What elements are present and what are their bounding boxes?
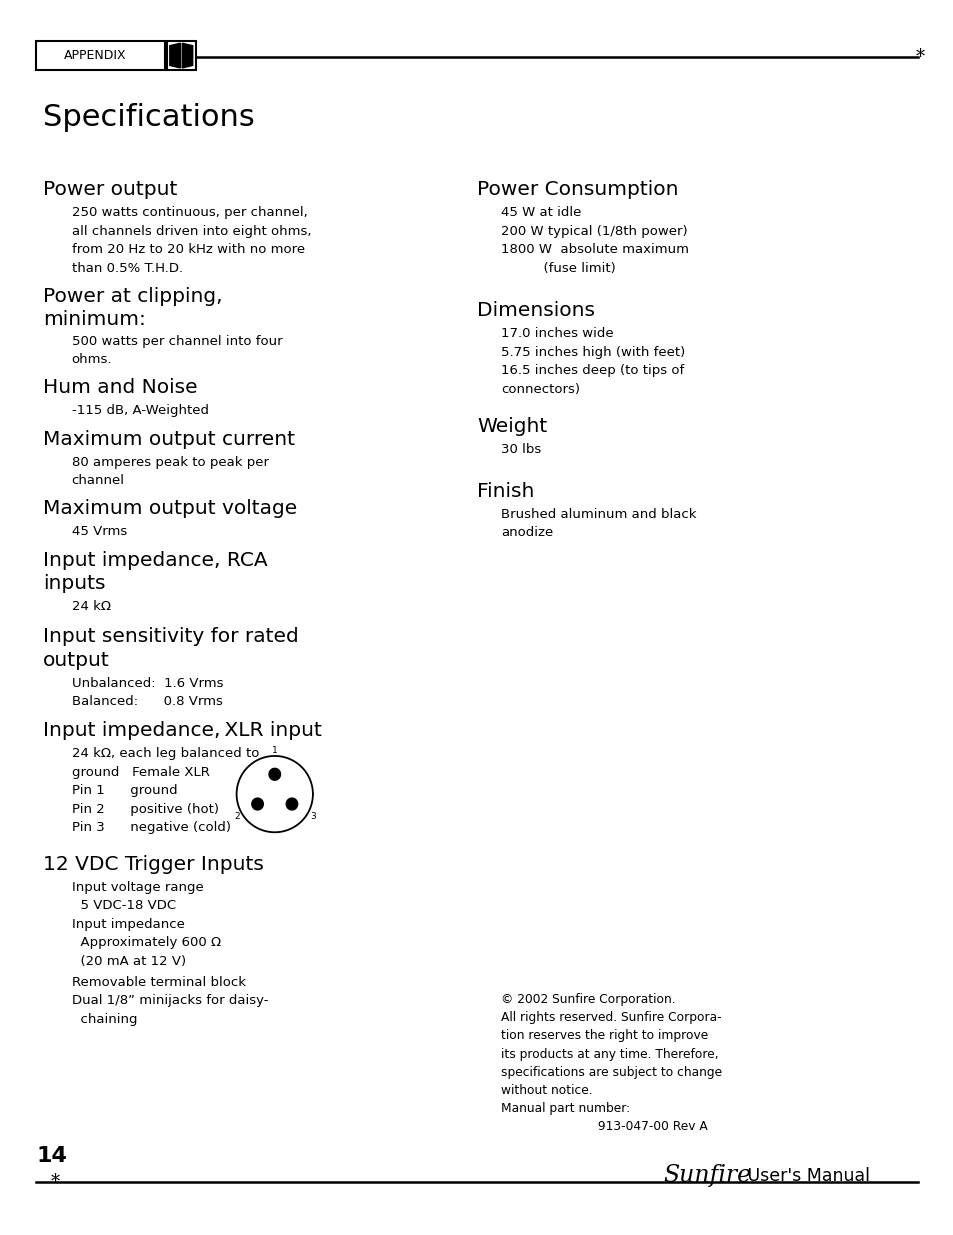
Text: Input impedance, RCA: Input impedance, RCA [43,551,267,569]
Text: 45 W at idle: 45 W at idle [500,206,580,220]
Text: 200 W typical (1/8th power): 200 W typical (1/8th power) [500,225,687,238]
Text: 80 amperes peak to peak per: 80 amperes peak to peak per [71,456,268,469]
Text: ohms.: ohms. [71,353,112,367]
Text: Finish: Finish [476,482,534,500]
Text: Power at clipping,: Power at clipping, [43,287,222,305]
Text: Input sensitivity for rated: Input sensitivity for rated [43,627,298,646]
Text: 14: 14 [36,1146,67,1166]
Text: *: * [915,48,924,65]
Text: Weight: Weight [476,417,547,436]
Text: output: output [43,651,110,669]
Text: *: * [51,1173,60,1191]
Text: APPENDIX: APPENDIX [64,49,127,62]
Text: Brushed aluminum and black: Brushed aluminum and black [500,508,696,521]
Text: 5.75 inches high (with feet): 5.75 inches high (with feet) [500,346,684,359]
Text: Input voltage range: Input voltage range [71,881,203,894]
Text: 5 VDC-18 VDC: 5 VDC-18 VDC [71,899,175,913]
Text: its products at any time. Therefore,: its products at any time. Therefore, [500,1047,718,1061]
Text: Pin 2      positive (hot): Pin 2 positive (hot) [71,803,218,816]
Text: User's Manual: User's Manual [741,1167,869,1184]
Text: Maximum output voltage: Maximum output voltage [43,499,297,517]
Text: Manual part number:: Manual part number: [500,1102,629,1115]
Text: 1: 1 [272,746,277,755]
Text: Pin 1      ground: Pin 1 ground [71,784,177,798]
Text: Sunfire: Sunfire [662,1165,750,1187]
Text: Pin 3      negative (cold): Pin 3 negative (cold) [71,821,231,835]
Text: (20 mA at 12 V): (20 mA at 12 V) [71,955,186,968]
Polygon shape [269,768,280,781]
Text: All rights reserved. Sunfire Corpora-: All rights reserved. Sunfire Corpora- [500,1011,720,1024]
Text: 45 Vrms: 45 Vrms [71,525,127,538]
Text: 913-047-00 Rev A: 913-047-00 Rev A [500,1120,707,1132]
Polygon shape [170,43,180,68]
Text: channel: channel [71,474,125,488]
Text: Power Consumption: Power Consumption [476,180,678,199]
Polygon shape [182,43,193,68]
Text: inputs: inputs [43,574,106,593]
Text: Input impedance, XLR input: Input impedance, XLR input [43,721,321,740]
Text: 2: 2 [233,811,239,820]
Text: connectors): connectors) [500,383,579,396]
Text: © 2002 Sunfire Corporation.: © 2002 Sunfire Corporation. [500,993,675,1007]
Text: 500 watts per channel into four: 500 watts per channel into four [71,335,282,348]
Text: Unbalanced:  1.6 Vrms: Unbalanced: 1.6 Vrms [71,677,223,690]
Text: chaining: chaining [71,1013,137,1026]
Text: 250 watts continuous, per channel,: 250 watts continuous, per channel, [71,206,307,220]
Polygon shape [252,798,263,810]
Text: than 0.5% T.H.D.: than 0.5% T.H.D. [71,262,182,275]
Polygon shape [286,798,297,810]
Text: (fuse limit): (fuse limit) [500,262,615,275]
Text: 3: 3 [310,811,315,820]
Text: minimum:: minimum: [43,310,146,329]
Text: Removable terminal block: Removable terminal block [71,976,245,989]
Text: Specifications: Specifications [43,103,254,131]
Text: without notice.: without notice. [500,1084,592,1098]
Text: Input impedance: Input impedance [71,918,184,931]
Text: Maximum output current: Maximum output current [43,430,294,448]
Text: ground   Female XLR: ground Female XLR [71,766,210,779]
Text: Balanced:      0.8 Vrms: Balanced: 0.8 Vrms [71,695,222,709]
Text: 1800 W  absolute maximum: 1800 W absolute maximum [500,243,688,257]
Text: Power output: Power output [43,180,177,199]
Text: 30 lbs: 30 lbs [500,443,540,457]
Text: Hum and Noise: Hum and Noise [43,378,197,396]
Text: anodize: anodize [500,526,553,540]
Text: 17.0 inches wide: 17.0 inches wide [500,327,613,341]
Text: 12 VDC Trigger Inputs: 12 VDC Trigger Inputs [43,855,264,873]
Text: -115 dB, A-Weighted: -115 dB, A-Weighted [71,404,209,417]
Bar [167,41,195,70]
Text: from 20 Hz to 20 kHz with no more: from 20 Hz to 20 kHz with no more [71,243,304,257]
Bar [36,41,165,70]
Text: tion reserves the right to improve: tion reserves the right to improve [500,1030,707,1042]
Text: 24 kΩ: 24 kΩ [71,600,111,614]
Text: 24 kΩ, each leg balanced to: 24 kΩ, each leg balanced to [71,747,258,761]
Text: specifications are subject to change: specifications are subject to change [500,1066,721,1079]
Text: all channels driven into eight ohms,: all channels driven into eight ohms, [71,225,311,238]
Text: 16.5 inches deep (to tips of: 16.5 inches deep (to tips of [500,364,683,378]
Text: Dual 1/8” minijacks for daisy-: Dual 1/8” minijacks for daisy- [71,994,268,1008]
Text: Approximately 600 Ω: Approximately 600 Ω [71,936,220,950]
Text: Dimensions: Dimensions [476,301,595,320]
